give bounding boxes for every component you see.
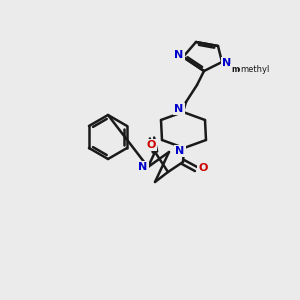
- Text: N: N: [176, 146, 184, 156]
- Text: O: O: [198, 163, 208, 173]
- Text: methyl: methyl: [240, 64, 269, 74]
- Text: methyl: methyl: [231, 64, 261, 74]
- Text: N: N: [174, 50, 184, 60]
- Text: N: N: [222, 58, 232, 68]
- Text: N: N: [174, 104, 184, 114]
- Text: O: O: [146, 140, 156, 150]
- Text: N: N: [138, 162, 148, 172]
